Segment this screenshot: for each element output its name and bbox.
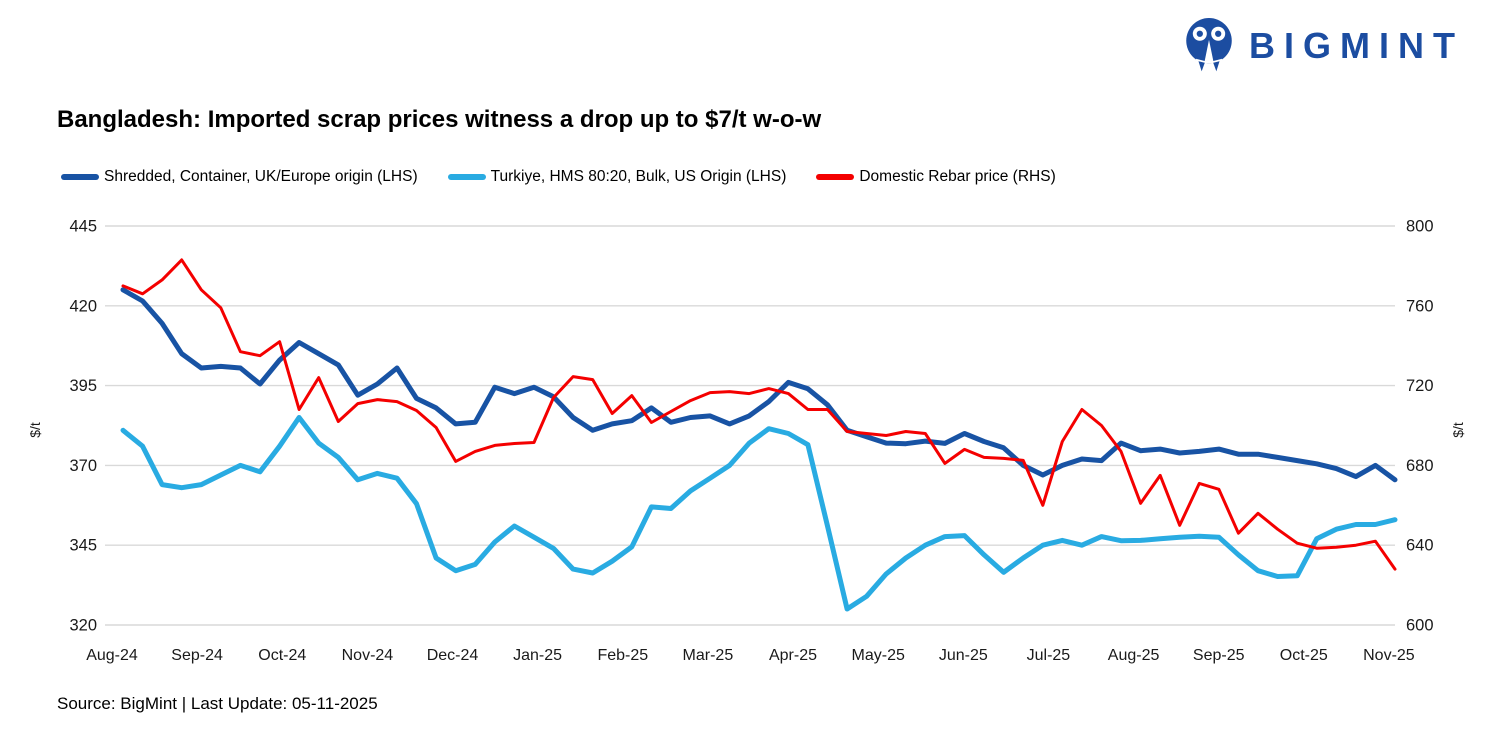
legend-item-rebar: Domestic Rebar price (RHS) xyxy=(816,168,1056,186)
x-axis-tick: May-25 xyxy=(852,647,905,664)
bigmint-logo: BIGMINT xyxy=(1181,16,1464,76)
left-axis-tick: 420 xyxy=(69,297,97,315)
right-axis-tick: 640 xyxy=(1406,537,1434,555)
legend-item-turkiye: Turkiye, HMS 80:20, Bulk, US Origin (LHS… xyxy=(447,168,787,186)
x-axis-tick: Oct-25 xyxy=(1280,647,1328,664)
chart-title: Bangladesh: Imported scrap prices witnes… xyxy=(57,106,822,133)
source-note: Source: BigMint | Last Update: 05-11-202… xyxy=(57,694,378,713)
right-axis-tick: 760 xyxy=(1406,297,1434,315)
x-axis-tick: Aug-25 xyxy=(1108,647,1160,664)
x-axis-tick: Mar-25 xyxy=(683,647,734,664)
right-axis-tick: 600 xyxy=(1406,617,1434,635)
left-axis-tick: 320 xyxy=(69,617,97,635)
legend-item-shredded: Shredded, Container, UK/Europe origin (L… xyxy=(61,168,418,186)
x-axis-tick: Jul-25 xyxy=(1027,647,1071,664)
x-axis-tick: Aug-24 xyxy=(86,647,138,664)
left-axis-tick: 370 xyxy=(69,457,97,475)
series-line-2 xyxy=(121,258,1397,571)
x-axis-tick: Jun-25 xyxy=(939,647,988,664)
legend-label: Shredded, Container, UK/Europe origin (L… xyxy=(104,168,418,185)
x-axis-tick: Sep-25 xyxy=(1193,647,1245,664)
left-axis-tick: 395 xyxy=(69,377,97,395)
legend-marker xyxy=(447,174,486,180)
right-axis-tick: 680 xyxy=(1406,457,1434,475)
x-axis-tick: Jan-25 xyxy=(513,647,562,664)
x-axis-tick: Sep-24 xyxy=(171,647,223,664)
chart-legend: Shredded, Container, UK/Europe origin (L… xyxy=(61,168,1056,186)
left-axis-tick: 345 xyxy=(69,537,97,555)
legend-label: Domestic Rebar price (RHS) xyxy=(859,168,1056,185)
right-axis-tick: 720 xyxy=(1406,377,1434,395)
bigmint-logo-icon xyxy=(1186,18,1232,76)
x-axis-tick: Nov-24 xyxy=(342,647,394,664)
legend-marker xyxy=(61,174,99,180)
x-axis-tick: Oct-24 xyxy=(258,647,306,664)
series-line-1 xyxy=(120,415,1398,612)
left-axis-tick: 445 xyxy=(69,218,97,236)
x-axis-tick: Apr-25 xyxy=(769,647,817,664)
legend-marker xyxy=(816,174,855,180)
x-axis-tick: Nov-25 xyxy=(1363,647,1415,664)
right-axis-title: $/t xyxy=(1450,422,1466,438)
series-line-0 xyxy=(120,287,1398,483)
right-axis-tick: 800 xyxy=(1406,218,1434,236)
x-axis-tick: Dec-24 xyxy=(427,647,479,664)
x-axis-tick: Feb-25 xyxy=(597,647,648,664)
legend-label: Turkiye, HMS 80:20, Bulk, US Origin (LHS… xyxy=(490,168,787,185)
left-axis-title: $/t xyxy=(27,422,43,438)
bigmint-logo-text: BIGMINT xyxy=(1249,25,1464,66)
